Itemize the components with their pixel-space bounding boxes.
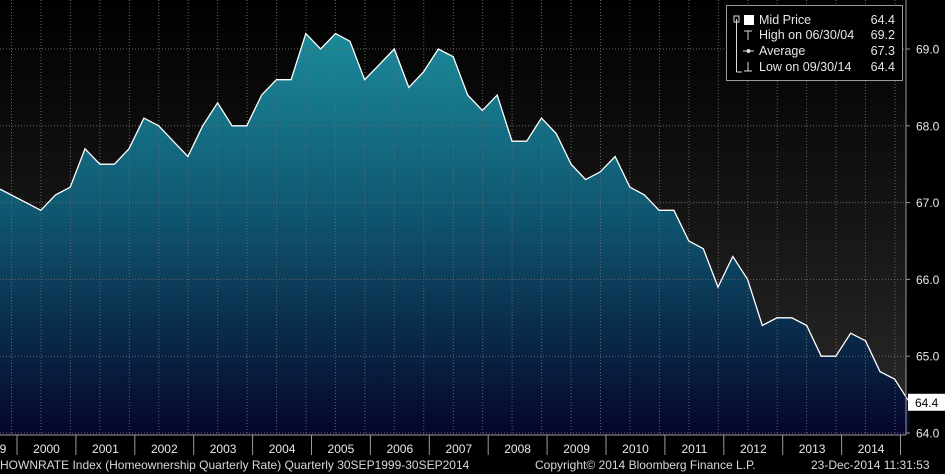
x-tick-label: 2012 — [740, 442, 767, 456]
x-tick-label: 2009 — [563, 442, 590, 456]
area-fill — [0, 33, 910, 435]
x-tick-label: 2006 — [386, 442, 413, 456]
high-marker-icon — [733, 27, 752, 43]
legend-value: 67.3 — [870, 44, 895, 58]
series-line-mid-price — [0, 32, 911, 403]
x-tick-label: 9 — [0, 442, 7, 456]
last-value-badge — [908, 393, 945, 411]
x-tick-label: 2010 — [622, 442, 649, 456]
legend-item-low: Low on 09/30/14 64.4 — [727, 59, 902, 75]
legend-value: 64.4 — [870, 60, 895, 74]
x-tick-label: 2000 — [33, 442, 60, 456]
x-tick-label: 2008 — [504, 442, 531, 456]
y-tick-label: 64.0 — [916, 427, 940, 441]
average-marker-icon — [733, 43, 754, 59]
y-tick-label: 68.0 — [916, 119, 940, 133]
x-tick-label: 2004 — [269, 442, 296, 456]
legend-value: 69.2 — [870, 28, 895, 42]
legend-label: Mid Price — [759, 13, 812, 27]
legend-item-mid-price: Mid Price 64.4 — [727, 12, 902, 28]
legend: Mid Price 64.4 High on 06/30/04 69.2 Ave… — [726, 5, 903, 81]
low-marker-icon — [733, 59, 752, 75]
x-tick-label: 2011 — [681, 442, 707, 456]
x-tick-label: 2007 — [445, 442, 472, 456]
last-value-label: 64.4 — [915, 396, 939, 410]
line-layer — [0, 32, 911, 403]
axis-layer: 64.0 65.0 66.0 67.0 68.0 69.0 9 2000 2001 2002 200… — [0, 0, 945, 456]
x-tick-label: 2014 — [858, 442, 885, 456]
area-layer — [0, 33, 910, 435]
y-tick-label: 66.0 — [916, 273, 940, 287]
x-tick-label: 2013 — [799, 442, 826, 456]
legend-label: Average — [759, 44, 806, 58]
x-tick-label: 2005 — [328, 442, 355, 456]
x-tick-label: 2001 — [92, 442, 119, 456]
legend-label: Low on 09/30/14 — [759, 60, 852, 74]
copyright-text: Copyright© 2014 Bloomberg Finance L.P. — [535, 458, 756, 472]
timestamp: 23-Dec-2014 11:31:53 — [811, 458, 930, 472]
y-tick-label: 67.0 — [916, 196, 940, 210]
y-tick-label: 69.0 — [916, 43, 940, 57]
legend-value: 64.4 — [870, 13, 895, 27]
x-tick-label: 2003 — [210, 442, 237, 456]
legend-item-average: Average 67.3 — [727, 43, 902, 59]
y-tick-label: 65.0 — [916, 350, 940, 364]
footer: HOWNRATE Index (Homeownership Quarterly … — [0, 456, 945, 474]
legend-label: High on 06/30/04 — [759, 28, 855, 42]
legend-item-high: High on 06/30/04 69.2 — [727, 27, 902, 43]
ticker-description: HOWNRATE Index (Homeownership Quarterly … — [0, 458, 470, 472]
white-square-icon — [733, 12, 754, 28]
x-tick-label: 2002 — [151, 442, 178, 456]
